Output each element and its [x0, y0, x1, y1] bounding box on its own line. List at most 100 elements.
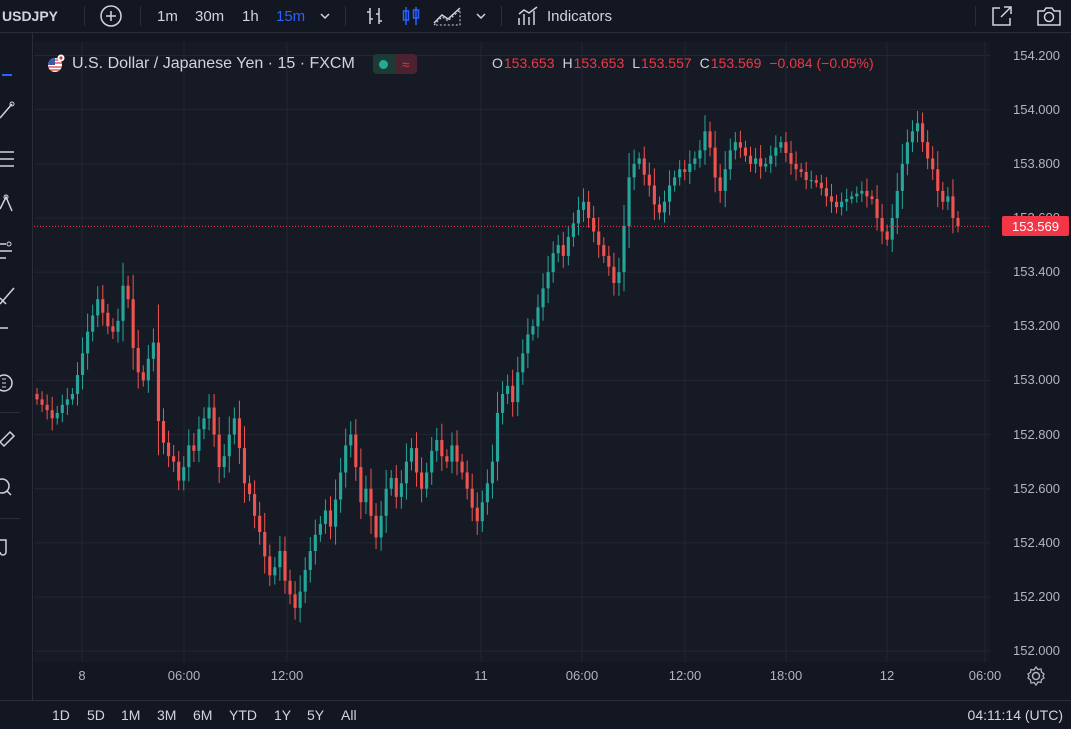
toolbar-divider — [501, 6, 502, 26]
brush-icon[interactable] — [0, 284, 24, 308]
candle-body — [298, 591, 302, 608]
candle-body — [890, 217, 894, 240]
area-style-icon[interactable] — [432, 0, 462, 32]
price-axis[interactable] — [990, 42, 1071, 662]
candle-body — [809, 180, 813, 182]
candle-body — [789, 153, 793, 164]
add-symbol-icon[interactable] — [99, 0, 123, 32]
ruler-icon[interactable] — [0, 428, 24, 452]
toolbar-divider — [84, 6, 85, 26]
candle-body — [495, 412, 500, 462]
range-5y[interactable]: 5Y — [307, 707, 325, 723]
magnet-icon[interactable] — [0, 536, 24, 560]
range-1m[interactable]: 1M — [121, 707, 141, 723]
candle-body — [779, 142, 783, 148]
candle-body — [425, 472, 429, 489]
candle-body — [420, 472, 424, 489]
candle-body — [769, 155, 773, 164]
range-1d[interactable]: 1D — [52, 707, 70, 723]
candle-body — [799, 169, 803, 172]
interval-1m[interactable]: 1m — [157, 7, 178, 25]
range-3m[interactable]: 3M — [157, 707, 177, 723]
candle-body — [880, 217, 884, 232]
candle-body — [536, 307, 540, 327]
fib-icon[interactable] — [0, 148, 24, 172]
candle-body — [475, 507, 479, 522]
chart-pane[interactable] — [34, 42, 990, 662]
chevron-down-icon[interactable] — [474, 0, 488, 32]
change-value: −0.084 (−0.05%) — [769, 55, 874, 71]
candle-body — [344, 445, 348, 473]
candle-body — [369, 488, 373, 516]
candle-body — [627, 177, 631, 227]
market-open-badge[interactable]: ≈ — [372, 54, 417, 74]
bar-style-icon[interactable] — [364, 0, 386, 32]
time-label: 12:00 — [270, 668, 304, 683]
time-label: 18:00 — [769, 668, 803, 683]
candle-body — [177, 461, 181, 481]
candle-body — [313, 534, 317, 551]
candle-body — [824, 188, 828, 197]
range-ytd[interactable]: YTD — [229, 707, 257, 723]
candle-body — [349, 434, 353, 446]
candle-body — [921, 123, 925, 143]
candle-style-icon[interactable] — [400, 0, 422, 32]
candle-body — [759, 158, 763, 167]
range-6m[interactable]: 6M — [193, 707, 213, 723]
indicators-label: Indicators — [547, 7, 613, 25]
zoom-icon[interactable] — [0, 475, 24, 499]
candle-body — [723, 169, 727, 191]
cursor-icon[interactable] — [0, 62, 24, 86]
time-axis[interactable] — [34, 662, 990, 692]
text-icon[interactable] — [0, 326, 24, 350]
interval-30m[interactable]: 30m — [195, 7, 225, 25]
candle-body — [703, 131, 707, 151]
candle-body — [662, 201, 667, 213]
range-1y[interactable]: 1Y — [274, 707, 292, 723]
axis-settings-icon[interactable] — [1025, 665, 1047, 692]
interval-1h[interactable]: 1h — [242, 7, 259, 25]
candle-body — [713, 147, 717, 178]
candle-body — [526, 334, 530, 354]
symbol-title[interactable]: U.S. Dollar / Japanese Yen · 15 · FXCM — [72, 55, 355, 72]
candle-body — [910, 131, 915, 143]
candle-body — [597, 231, 601, 246]
candle-body — [161, 421, 166, 443]
pattern-icon[interactable] — [0, 193, 24, 217]
candle-body — [870, 196, 874, 200]
candle-body — [834, 201, 839, 208]
trend-line-icon[interactable] — [0, 100, 24, 124]
range-5d[interactable]: 5D — [87, 707, 105, 723]
interval-15m[interactable]: 15m — [276, 7, 306, 25]
candle-body — [237, 418, 241, 449]
fullscreen-icon[interactable] — [990, 0, 1014, 32]
candle-body — [587, 201, 591, 218]
candle-body — [460, 461, 464, 473]
candle-body — [258, 515, 262, 533]
candle-body — [845, 199, 849, 202]
candle-body — [273, 567, 277, 576]
candle-body — [404, 461, 408, 484]
candle-body — [192, 445, 196, 451]
candle-body — [612, 266, 616, 283]
high-label: H — [562, 55, 573, 71]
symbol-search[interactable]: USDJPY — [2, 8, 59, 24]
candle-body — [227, 434, 231, 457]
bottom-toolbar — [0, 700, 1071, 729]
candle-body — [333, 499, 338, 527]
prediction-icon[interactable] — [0, 240, 24, 264]
drawing-toolbar — [0, 33, 33, 728]
chevron-down-icon[interactable] — [318, 0, 332, 32]
time-label: 8 — [78, 668, 86, 683]
utc-clock[interactable]: 04:11:14 (UTC) — [967, 707, 1063, 723]
smile-icon[interactable] — [0, 371, 24, 395]
indicators-button[interactable]: Indicators — [517, 0, 612, 32]
candle-body — [303, 569, 307, 592]
candle-body — [865, 190, 869, 197]
candle-body — [445, 456, 449, 462]
candle-body — [895, 190, 899, 218]
candle-body — [652, 185, 656, 205]
candle-body — [288, 580, 292, 595]
camera-icon[interactable] — [1036, 0, 1062, 32]
range-all[interactable]: All — [341, 707, 357, 723]
